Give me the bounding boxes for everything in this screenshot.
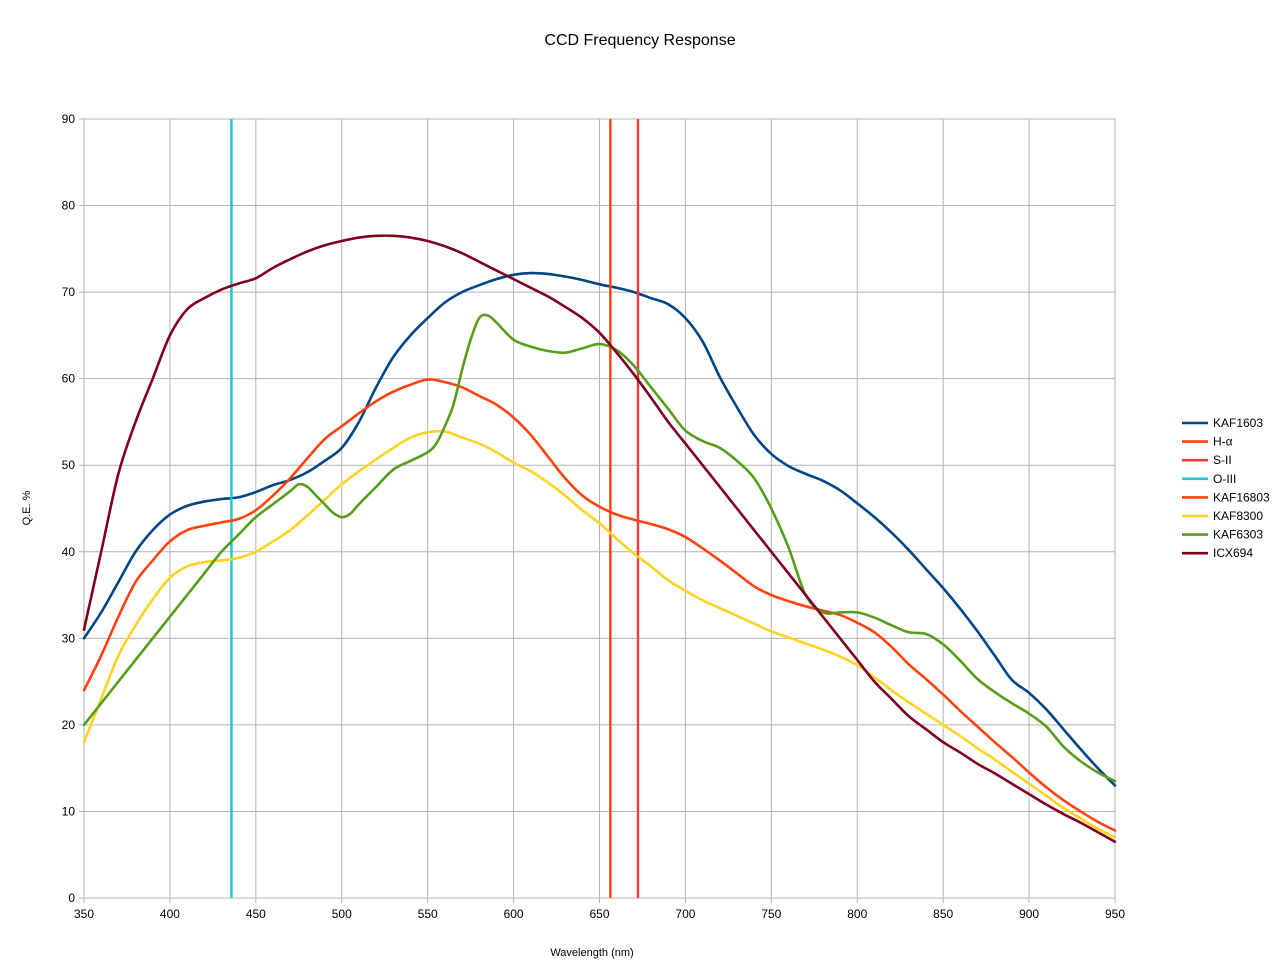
x-tick-label: 800 xyxy=(847,907,867,921)
y-tick-label: 20 xyxy=(62,718,76,732)
x-tick-label: 450 xyxy=(246,907,266,921)
series-line-kaf8300 xyxy=(82,429,1117,839)
y-tick-label: 60 xyxy=(62,372,76,386)
series-line-icx694 xyxy=(82,234,1117,844)
x-tick-label: 550 xyxy=(418,907,438,921)
y-tick-label: 50 xyxy=(62,458,76,472)
y-tick-label: 40 xyxy=(62,545,76,559)
x-tick-label: 900 xyxy=(1019,907,1039,921)
chart-title: CCD Frequency Response xyxy=(544,32,735,49)
legend-label-kaf8300: KAF8300 xyxy=(1213,509,1263,523)
x-axis-title: Wavelength (nm) xyxy=(550,947,633,959)
y-axis-ticks: 0 10 20 30 40 50 60 70 80 90 xyxy=(62,112,76,905)
y-tick-label: 80 xyxy=(62,199,76,213)
legend-label-icx694: ICX694 xyxy=(1213,546,1253,560)
x-tick-label: 500 xyxy=(332,907,352,921)
y-tick-label: 10 xyxy=(62,804,76,818)
plot-border-rect xyxy=(83,118,1116,899)
legend-label-kaf6303: KAF6303 xyxy=(1213,528,1263,542)
y-tick-label: 90 xyxy=(62,112,76,126)
series-line-kaf16803 xyxy=(82,378,1117,832)
series-line-kaf1603 xyxy=(82,271,1117,787)
x-tick-label: 350 xyxy=(74,907,94,921)
y-tick-label: 0 xyxy=(68,891,75,905)
series-layer xyxy=(82,119,1117,898)
legend-label-s-ii: S-II xyxy=(1213,453,1232,467)
x-axis-ticks: 350 400 450 500 550 600 650 700 750 800 850 900 950 xyxy=(74,907,1125,921)
x-tick-label: 650 xyxy=(589,907,609,921)
x-tick-label: 400 xyxy=(160,907,180,921)
x-tick-label: 950 xyxy=(1105,907,1125,921)
plot-area-border xyxy=(83,118,1116,899)
series-line-kaf6303 xyxy=(82,313,1117,783)
x-tick-label: 600 xyxy=(504,907,524,921)
legend-label-kaf16803: KAF16803 xyxy=(1213,490,1270,504)
legend: KAF1603 H-α S-II O-III KAF16803 KAF8300 KAF630… xyxy=(1182,416,1270,560)
legend-label-o-iii: O-III xyxy=(1213,472,1236,486)
y-tick-label: 30 xyxy=(62,631,76,645)
x-tick-label: 750 xyxy=(761,907,781,921)
y-tick-label: 70 xyxy=(62,285,76,299)
legend-label-kaf1603: KAF1603 xyxy=(1213,416,1263,430)
x-tick-label: 850 xyxy=(933,907,953,921)
x-tick-label: 700 xyxy=(675,907,695,921)
legend-label-h: H-α xyxy=(1213,435,1233,449)
y-axis-title: Q.E. % xyxy=(21,490,33,525)
